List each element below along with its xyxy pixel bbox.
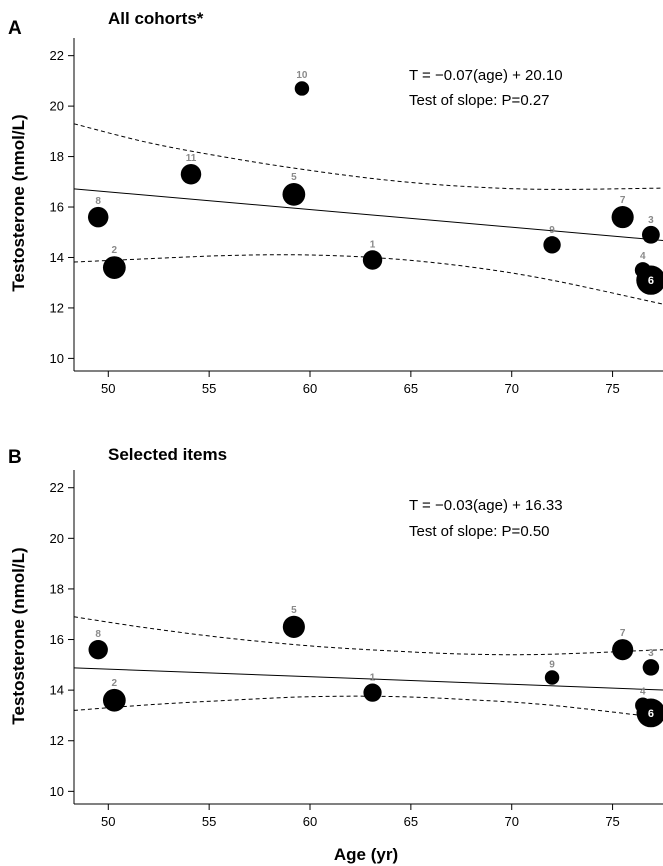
panel-b-point-label-4: 4 — [640, 687, 646, 698]
panel-b-point-3 — [642, 659, 660, 676]
panel-b-x-tick-label: 60 — [303, 814, 317, 829]
panel-a: A All cohorts* Testosterone (nmol/L) T =… — [8, 9, 663, 396]
panel-b-point-label-1: 1 — [370, 673, 376, 684]
panel-b-point-6 — [636, 698, 663, 728]
panel-b-point-label-8: 8 — [95, 629, 101, 640]
panel-a-y-axis-label: Testosterone (nmol/L) — [9, 114, 28, 291]
panel-b-y-tick-label: 10 — [50, 784, 64, 799]
panel-b-point-1 — [363, 683, 382, 702]
panel-b-y-tick-label: 14 — [50, 683, 64, 698]
panel-a-point-label-7: 7 — [620, 195, 626, 206]
panel-a-y-tick-label: 12 — [50, 300, 64, 315]
panel-a-point-9 — [543, 236, 561, 254]
panel-a-point-label-5: 5 — [291, 172, 297, 183]
panel-b-regression-line — [73, 667, 663, 691]
panel-b-y-tick-label: 18 — [50, 581, 64, 596]
panel-a-point-8 — [87, 206, 109, 228]
panel-b-point-label-2: 2 — [112, 678, 118, 689]
panel-a-point-label-11: 11 — [186, 153, 197, 164]
panel-b-equation: T = −0.03(age) + 16.33 — [409, 497, 563, 514]
panel-a-y-tick-label: 10 — [50, 351, 64, 366]
panel-b-x-tick-label: 70 — [504, 814, 518, 829]
panel-a-point-7 — [611, 206, 634, 229]
panel-b-title: Selected items — [108, 445, 227, 464]
x-axis-label: Age (yr) — [334, 845, 398, 864]
panel-a-letter: A — [8, 18, 22, 39]
panel-b-point-label-7: 7 — [620, 628, 626, 639]
panel-b-point-label-6: 6 — [648, 708, 654, 720]
panel-a-x-tick-label: 75 — [605, 381, 619, 396]
panel-b-y-tick-label: 22 — [50, 480, 64, 495]
panel-b-point-9 — [544, 670, 560, 685]
panel-a-y-tick-label: 22 — [50, 48, 64, 63]
panel-a-x-tick-label: 65 — [404, 381, 418, 396]
panel-a-point-label-4: 4 — [640, 251, 646, 262]
panel-a-point-5 — [282, 183, 306, 206]
panel-a-point-3 — [641, 225, 660, 244]
panel-b-point-5 — [282, 615, 305, 638]
panel-a-y-tick-label: 14 — [50, 250, 64, 265]
panel-a-point-6 — [636, 265, 663, 295]
panel-b-point-8 — [88, 639, 108, 660]
panel-a-point-label-2: 2 — [112, 245, 118, 256]
panel-b: B Selected items Testosterone (nmol/L) T… — [8, 445, 663, 864]
panel-b-x-tick-label: 50 — [101, 814, 115, 829]
panel-b-point-7 — [612, 639, 634, 661]
panel-a-point-1 — [362, 250, 383, 270]
panel-a-x-tick-label: 50 — [101, 381, 115, 396]
panel-b-x-tick-label: 75 — [605, 814, 619, 829]
panel-a-ci-upper-line — [73, 123, 663, 190]
panel-b-ci-lower-line — [73, 695, 663, 719]
panel-a-y-tick-label: 20 — [50, 99, 64, 114]
panel-a-equation: T = −0.07(age) + 20.10 — [409, 67, 563, 84]
panel-a-point-label-1: 1 — [370, 239, 376, 250]
panel-b-point-2 — [102, 688, 126, 712]
panel-a-point-10 — [294, 81, 310, 96]
panel-b-x-tick-label: 65 — [404, 814, 418, 829]
panel-a-point-11 — [180, 163, 202, 185]
panel-b-point-label-3: 3 — [648, 648, 654, 659]
panel-a-x-tick-label: 60 — [303, 381, 317, 396]
panel-b-ci-upper-line — [73, 616, 663, 656]
panel-a-point-label-3: 3 — [648, 215, 654, 226]
panel-a-slope-test: Test of slope: P=0.27 — [409, 92, 550, 109]
panel-a-y-tick-label: 18 — [50, 149, 64, 164]
panel-b-y-tick-label: 16 — [50, 632, 64, 647]
panel-a-point-label-10: 10 — [296, 70, 308, 81]
panel-a-y-tick-label: 16 — [50, 200, 64, 215]
panel-a-regression-line — [73, 188, 663, 241]
panel-b-y-tick-label: 20 — [50, 531, 64, 546]
panel-b-x-tick-label: 55 — [202, 814, 216, 829]
panel-b-point-label-5: 5 — [291, 605, 297, 616]
panel-b-letter: B — [8, 447, 22, 468]
panel-b-point-label-9: 9 — [549, 659, 555, 670]
panel-a-x-tick-label: 70 — [504, 381, 518, 396]
panel-a-point-2 — [102, 256, 126, 279]
panel-a-point-label-6: 6 — [648, 275, 654, 287]
panel-b-slope-test: Test of slope: P=0.50 — [409, 523, 550, 540]
panel-a-x-tick-label: 55 — [202, 381, 216, 396]
panel-b-y-axis-label: Testosterone (nmol/L) — [9, 547, 28, 724]
panel-b-y-tick-label: 12 — [50, 733, 64, 748]
panel-a-point-label-9: 9 — [549, 225, 555, 236]
panel-a-point-label-8: 8 — [95, 196, 101, 207]
panel-a-title: All cohorts* — [108, 9, 204, 28]
